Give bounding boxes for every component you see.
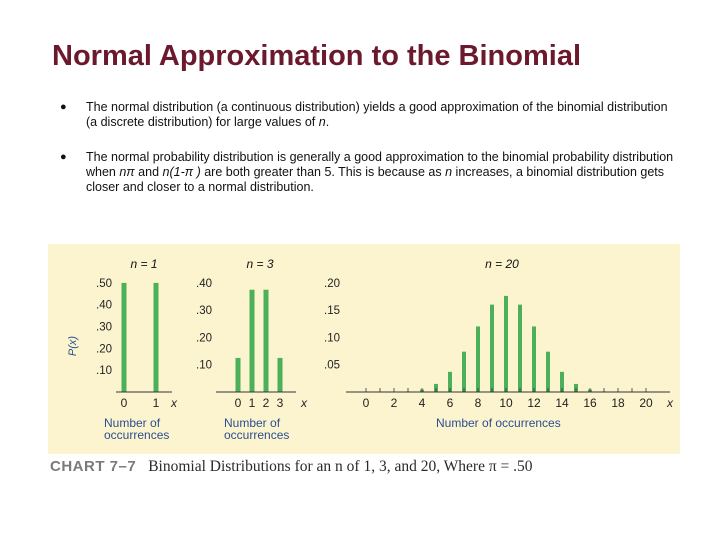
y-tick-label-2: .40	[196, 278, 212, 290]
x-tick-label-2: 1	[249, 396, 256, 410]
bar-2-x2	[263, 289, 269, 392]
x-tick-label-2: 2	[263, 396, 270, 410]
bar-3-x10	[504, 295, 508, 392]
x-axis-symbol-1: x	[170, 396, 178, 410]
x-axis-label-2: Number of	[224, 416, 281, 430]
x-axis-label-1: Number of	[104, 416, 161, 430]
bullet-2-n-1-pi: n(1-π )	[162, 165, 201, 179]
y-tick-label-2: .10	[196, 360, 212, 372]
chart-caption-text: Binomial Distributions for an n of 1, 3,…	[148, 458, 533, 475]
y-tick-label-3: .10	[324, 332, 340, 344]
x-tick-label-3: 16	[583, 396, 597, 410]
y-tick-label-2: .30	[196, 305, 212, 317]
y-tick-label-1: .50	[96, 278, 112, 290]
x-axis-label-3: Number of occurrences	[436, 416, 561, 430]
y-tick-label-1: .20	[96, 343, 112, 355]
bar-3-x11	[518, 304, 522, 392]
y-tick-label-1: .40	[96, 300, 112, 312]
bullet-2-text-c: are both greater than 5. This is because…	[200, 165, 446, 179]
bar-3-x7	[462, 351, 466, 392]
bullet-dot-icon: ●	[60, 101, 67, 113]
bullet-2-n-pi: nπ	[119, 165, 135, 179]
bar-3-x13	[546, 351, 550, 392]
bar-1-x1	[153, 282, 159, 392]
panel-label-3: n = 20	[485, 257, 519, 271]
x-tick-label-3: 20	[639, 396, 653, 410]
x-axis-label-2: occurrences	[224, 428, 289, 442]
bullet-item-1: ● The normal distribution (a continuous …	[60, 100, 680, 130]
bullet-list: ● The normal distribution (a continuous …	[60, 100, 680, 215]
y-axis-label: P(x)	[67, 336, 79, 357]
panel-label-1: n = 1	[130, 257, 157, 271]
panel-label-2: n = 3	[246, 257, 273, 271]
bar-3-x14	[560, 371, 564, 392]
bullet-1-text-a: The normal distribution (a continuous di…	[86, 100, 668, 129]
x-tick-label-3: 18	[611, 396, 625, 410]
bar-3-x12	[532, 326, 536, 392]
bullet-2-text-a: The normal probability distribution is g…	[86, 150, 674, 179]
bullet-dot-icon: ●	[60, 151, 67, 163]
bullet-2-text-b: and	[134, 165, 163, 179]
bar-1-x0	[121, 282, 127, 392]
x-tick-label-3: 14	[555, 396, 569, 410]
y-tick-label-1: .30	[96, 322, 112, 334]
bullet-1-text-b: .	[325, 115, 330, 129]
x-tick-label-3: 8	[475, 396, 482, 410]
bullet-2-var-n: n	[445, 165, 453, 179]
y-tick-label-2: .20	[196, 332, 212, 344]
bar-3-x9	[490, 304, 494, 392]
bullet-1-var-n: n	[318, 115, 326, 129]
bar-3-x8	[476, 326, 480, 392]
x-tick-label-3: 4	[419, 396, 426, 410]
bar-3-x6	[448, 371, 452, 392]
x-tick-label-3: 10	[499, 396, 513, 410]
x-tick-label-1: 1	[153, 396, 160, 410]
chart-number-label: CHART 7–7	[50, 458, 137, 475]
chart-caption: CHART 7–7 Binomial Distributions for an n…	[50, 458, 690, 482]
y-tick-label-1: .10	[96, 365, 112, 377]
x-tick-label-3: 2	[391, 396, 398, 410]
x-axis-symbol-3: x	[666, 396, 674, 410]
slide-title: Normal Approximation to the Binomial	[52, 40, 582, 72]
bullet-item-2: ● The normal probability distribution is…	[60, 150, 680, 195]
x-tick-label-2: 3	[277, 396, 284, 410]
chart-panel: n = 1 P(x) .10.20.30.40.50 0 1 x Number of occu…	[48, 244, 680, 454]
x-axis-symbol-2: x	[300, 396, 308, 410]
bar-2-x3	[277, 357, 283, 392]
x-tick-label-3: 6	[447, 396, 454, 410]
y-tick-label-3: .05	[324, 360, 340, 372]
bar-2-x0	[235, 357, 241, 392]
bar-3-x15	[574, 383, 578, 392]
x-tick-label-3: 12	[527, 396, 541, 410]
x-tick-label-3: 0	[363, 396, 370, 410]
y-tick-label-3: .20	[324, 278, 340, 290]
bar-2-x1	[249, 289, 255, 392]
x-tick-label-1: 0	[121, 396, 128, 410]
bar-3-x5	[434, 383, 438, 392]
y-tick-label-3: .15	[324, 305, 340, 317]
x-tick-label-2: 0	[235, 396, 242, 410]
bullet-2-text-d: increases, a binomial distribution gets …	[86, 165, 664, 194]
x-axis-label-1: occurrences	[104, 428, 169, 442]
